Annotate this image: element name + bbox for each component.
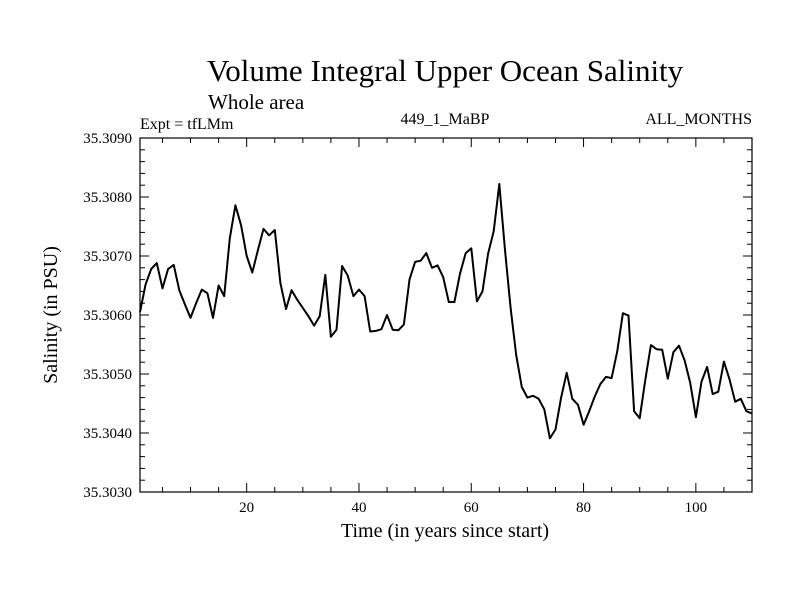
y-tick-label: 35.3090 [83, 131, 132, 147]
x-tick-label: 100 [685, 500, 708, 516]
y-tick-label: 35.3080 [83, 190, 132, 206]
salinity-series-line [139, 183, 753, 440]
x-tick-label: 80 [576, 500, 591, 516]
y-tick-label: 35.3050 [83, 367, 132, 383]
y-tick-label: 35.3060 [83, 308, 132, 324]
y-tick-label: 35.3070 [83, 249, 132, 265]
chart-subtitle: Whole area [208, 90, 305, 114]
chart-title: Volume Integral Upper Ocean Salinity [207, 53, 684, 88]
y-axis-label: Salinity (in PSU) [40, 246, 62, 384]
run-id-label: 449_1_MaBP [401, 111, 490, 128]
x-tick-label: 20 [239, 500, 254, 516]
y-tick-label: 35.3040 [83, 426, 132, 442]
experiment-label: Expt = tfLMm [140, 116, 234, 133]
x-tick-label: 40 [351, 500, 366, 516]
x-axis-label: Time (in years since start) [341, 520, 549, 542]
plot-frame [139, 137, 753, 493]
x-axis: 20 40 60 80 100 [161, 138, 725, 516]
y-axis: 35.3030 35.3040 35.3050 35.3060 35.3070 35.30… [83, 131, 752, 501]
months-label: ALL_MONTHS [645, 111, 752, 128]
x-tick-label: 60 [464, 500, 479, 516]
y-tick-label: 35.3030 [83, 485, 132, 501]
